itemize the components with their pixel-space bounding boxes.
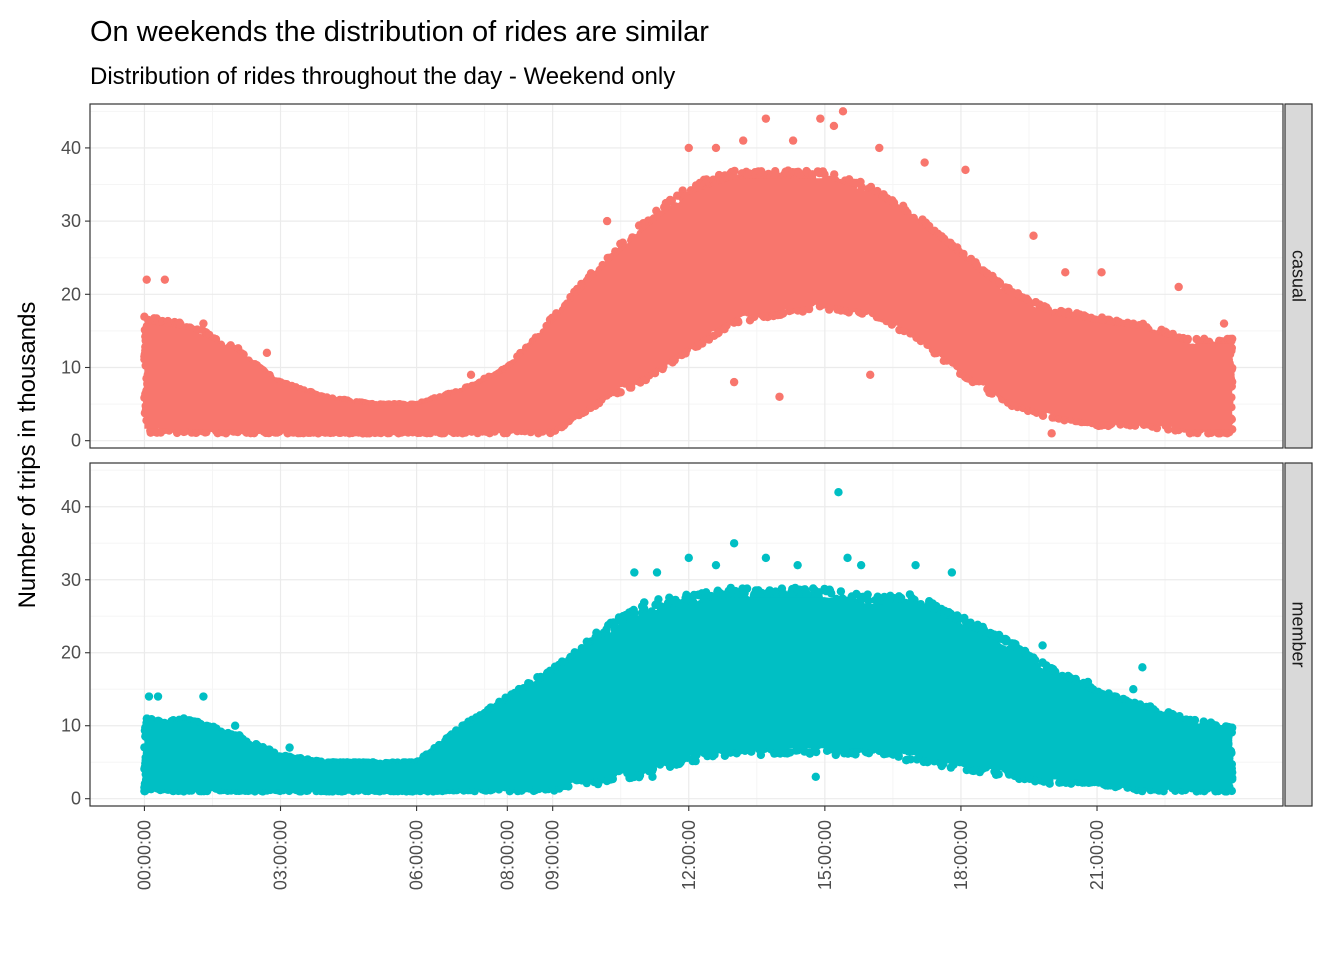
chart-subtitle: Distribution of rides throughout the day… <box>90 63 675 90</box>
y-axis-label: Number of trips in thousands <box>14 302 41 609</box>
data-point <box>659 362 668 371</box>
data-point <box>176 319 185 329</box>
data-point <box>616 388 625 397</box>
chart-title: On weekends the distribution of rides ar… <box>90 16 709 48</box>
points-casual <box>140 107 1237 438</box>
